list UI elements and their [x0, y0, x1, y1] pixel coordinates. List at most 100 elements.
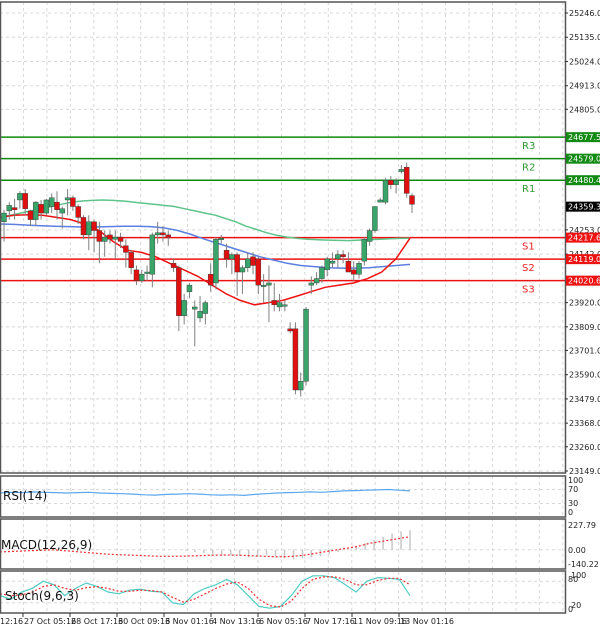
bull-candle-body [144, 271, 150, 274]
bull-candle-body [382, 180, 389, 203]
bear-candle-body [22, 193, 28, 209]
bear-candle-body [75, 206, 81, 218]
bull-candle-body [192, 306, 198, 310]
bull-candle-body [48, 197, 55, 207]
rsi-panel[interactable] [0, 488, 411, 497]
candle [70, 195, 76, 211]
candle [54, 191, 60, 220]
level-label-r3: R3 [522, 141, 535, 152]
bull-candle-body [17, 193, 23, 201]
candle [409, 193, 415, 214]
bull-candle-body [218, 237, 224, 240]
candle [64, 189, 71, 216]
candle [101, 230, 108, 257]
moving-averages [0, 199, 411, 306]
panel-frames [0, 1, 567, 614]
candle [287, 322, 293, 334]
time-label: 3 Nov 01:16 [165, 617, 214, 626]
bull-candle-body [149, 234, 156, 275]
level-price-tag-text: 24480.4 [568, 176, 600, 185]
bull-candle-body [6, 205, 12, 212]
candle [329, 252, 336, 268]
level-price-tag-s2 [566, 254, 600, 265]
level-price-tag-s1 [566, 232, 600, 243]
candle [91, 219, 97, 253]
bull-candle-body [59, 208, 65, 214]
price-tick-label: 24913.0 [569, 82, 600, 91]
stoch-axis-label: 20 [571, 601, 581, 610]
level-price-tag-text: 24020.6 [568, 277, 600, 286]
bear-candle-body [223, 249, 230, 260]
price-tick-label: 23149.0 [569, 467, 600, 476]
bear-candle-body [287, 328, 293, 332]
bull-candle-body [154, 232, 161, 236]
candle [160, 226, 166, 242]
candle [404, 162, 410, 198]
bear-candle-body [388, 180, 394, 185]
candle [176, 265, 182, 332]
candle [260, 274, 267, 303]
bull-candle-body [181, 300, 187, 316]
bull-candle-body [213, 239, 219, 284]
candle [38, 199, 44, 220]
bear-candle-body [207, 274, 214, 286]
bear-candle-body [133, 269, 140, 281]
price-tick-label: 23809.0 [569, 323, 600, 332]
price-axis[interactable]: 25246.0 25135.0 25024.0 24913.0 24805.0 24253… [565, 9, 600, 476]
bull-candle-body [260, 284, 267, 287]
bull-candle-body [282, 304, 288, 307]
candle [271, 282, 277, 312]
rsi-axis-label: 100 [568, 476, 583, 485]
candle [276, 293, 283, 312]
level-price-tag-text: 24579.0 [568, 155, 600, 164]
candle [192, 300, 198, 347]
candle [186, 282, 193, 299]
candle [382, 178, 389, 205]
bear-candle-body [80, 217, 87, 236]
bear-candle-body [128, 252, 134, 268]
stoch-panel[interactable] [0, 575, 411, 609]
bear-candle-body [234, 254, 240, 273]
level-label-s1: S1 [522, 242, 535, 253]
rsi-title: RSI(14) [3, 489, 47, 503]
candle [59, 206, 65, 229]
price-panel[interactable]: R3 R2 R1 S1 S2 S3 [0, 136, 565, 397]
candle [202, 300, 209, 325]
candle [308, 276, 315, 294]
bear-candle-body [70, 197, 76, 207]
candle [282, 300, 288, 312]
bull-candle-body [377, 199, 383, 203]
candle [398, 165, 405, 174]
macd-panel[interactable] [0, 530, 411, 560]
candle [239, 265, 246, 294]
ma-red-line [0, 214, 411, 306]
bull-candle-body [139, 274, 145, 281]
candle [255, 256, 262, 294]
time-label: 27 Oct 05:16 [24, 617, 76, 626]
price-tick-label: 23479.0 [569, 395, 600, 404]
bear-candle-body [255, 258, 262, 286]
rsi-axis-label: 70 [568, 485, 578, 494]
level-label-r2: R2 [522, 163, 535, 174]
candle [345, 252, 352, 273]
macd-axis-label: -140.22 [568, 560, 599, 569]
candle [229, 252, 235, 275]
level-label-s2: S2 [522, 263, 535, 274]
stoch-main-line [0, 575, 411, 609]
candle [43, 198, 50, 216]
bear-candle-body [123, 245, 129, 253]
current-price-tag [566, 201, 600, 212]
time-label: 6 Nov 05:16 [259, 617, 308, 626]
candle [123, 239, 129, 268]
bull-candle-body [43, 199, 50, 214]
chart-grid [0, 2, 565, 613]
candle [319, 265, 325, 283]
bear-candle-body [340, 254, 346, 257]
rsi-axis-label: 0 [568, 508, 573, 517]
time-label: 13 Nov 01:16 [400, 617, 454, 626]
bear-candle-body [292, 328, 299, 391]
time-label: 30 Oct 09:16 [118, 617, 170, 626]
